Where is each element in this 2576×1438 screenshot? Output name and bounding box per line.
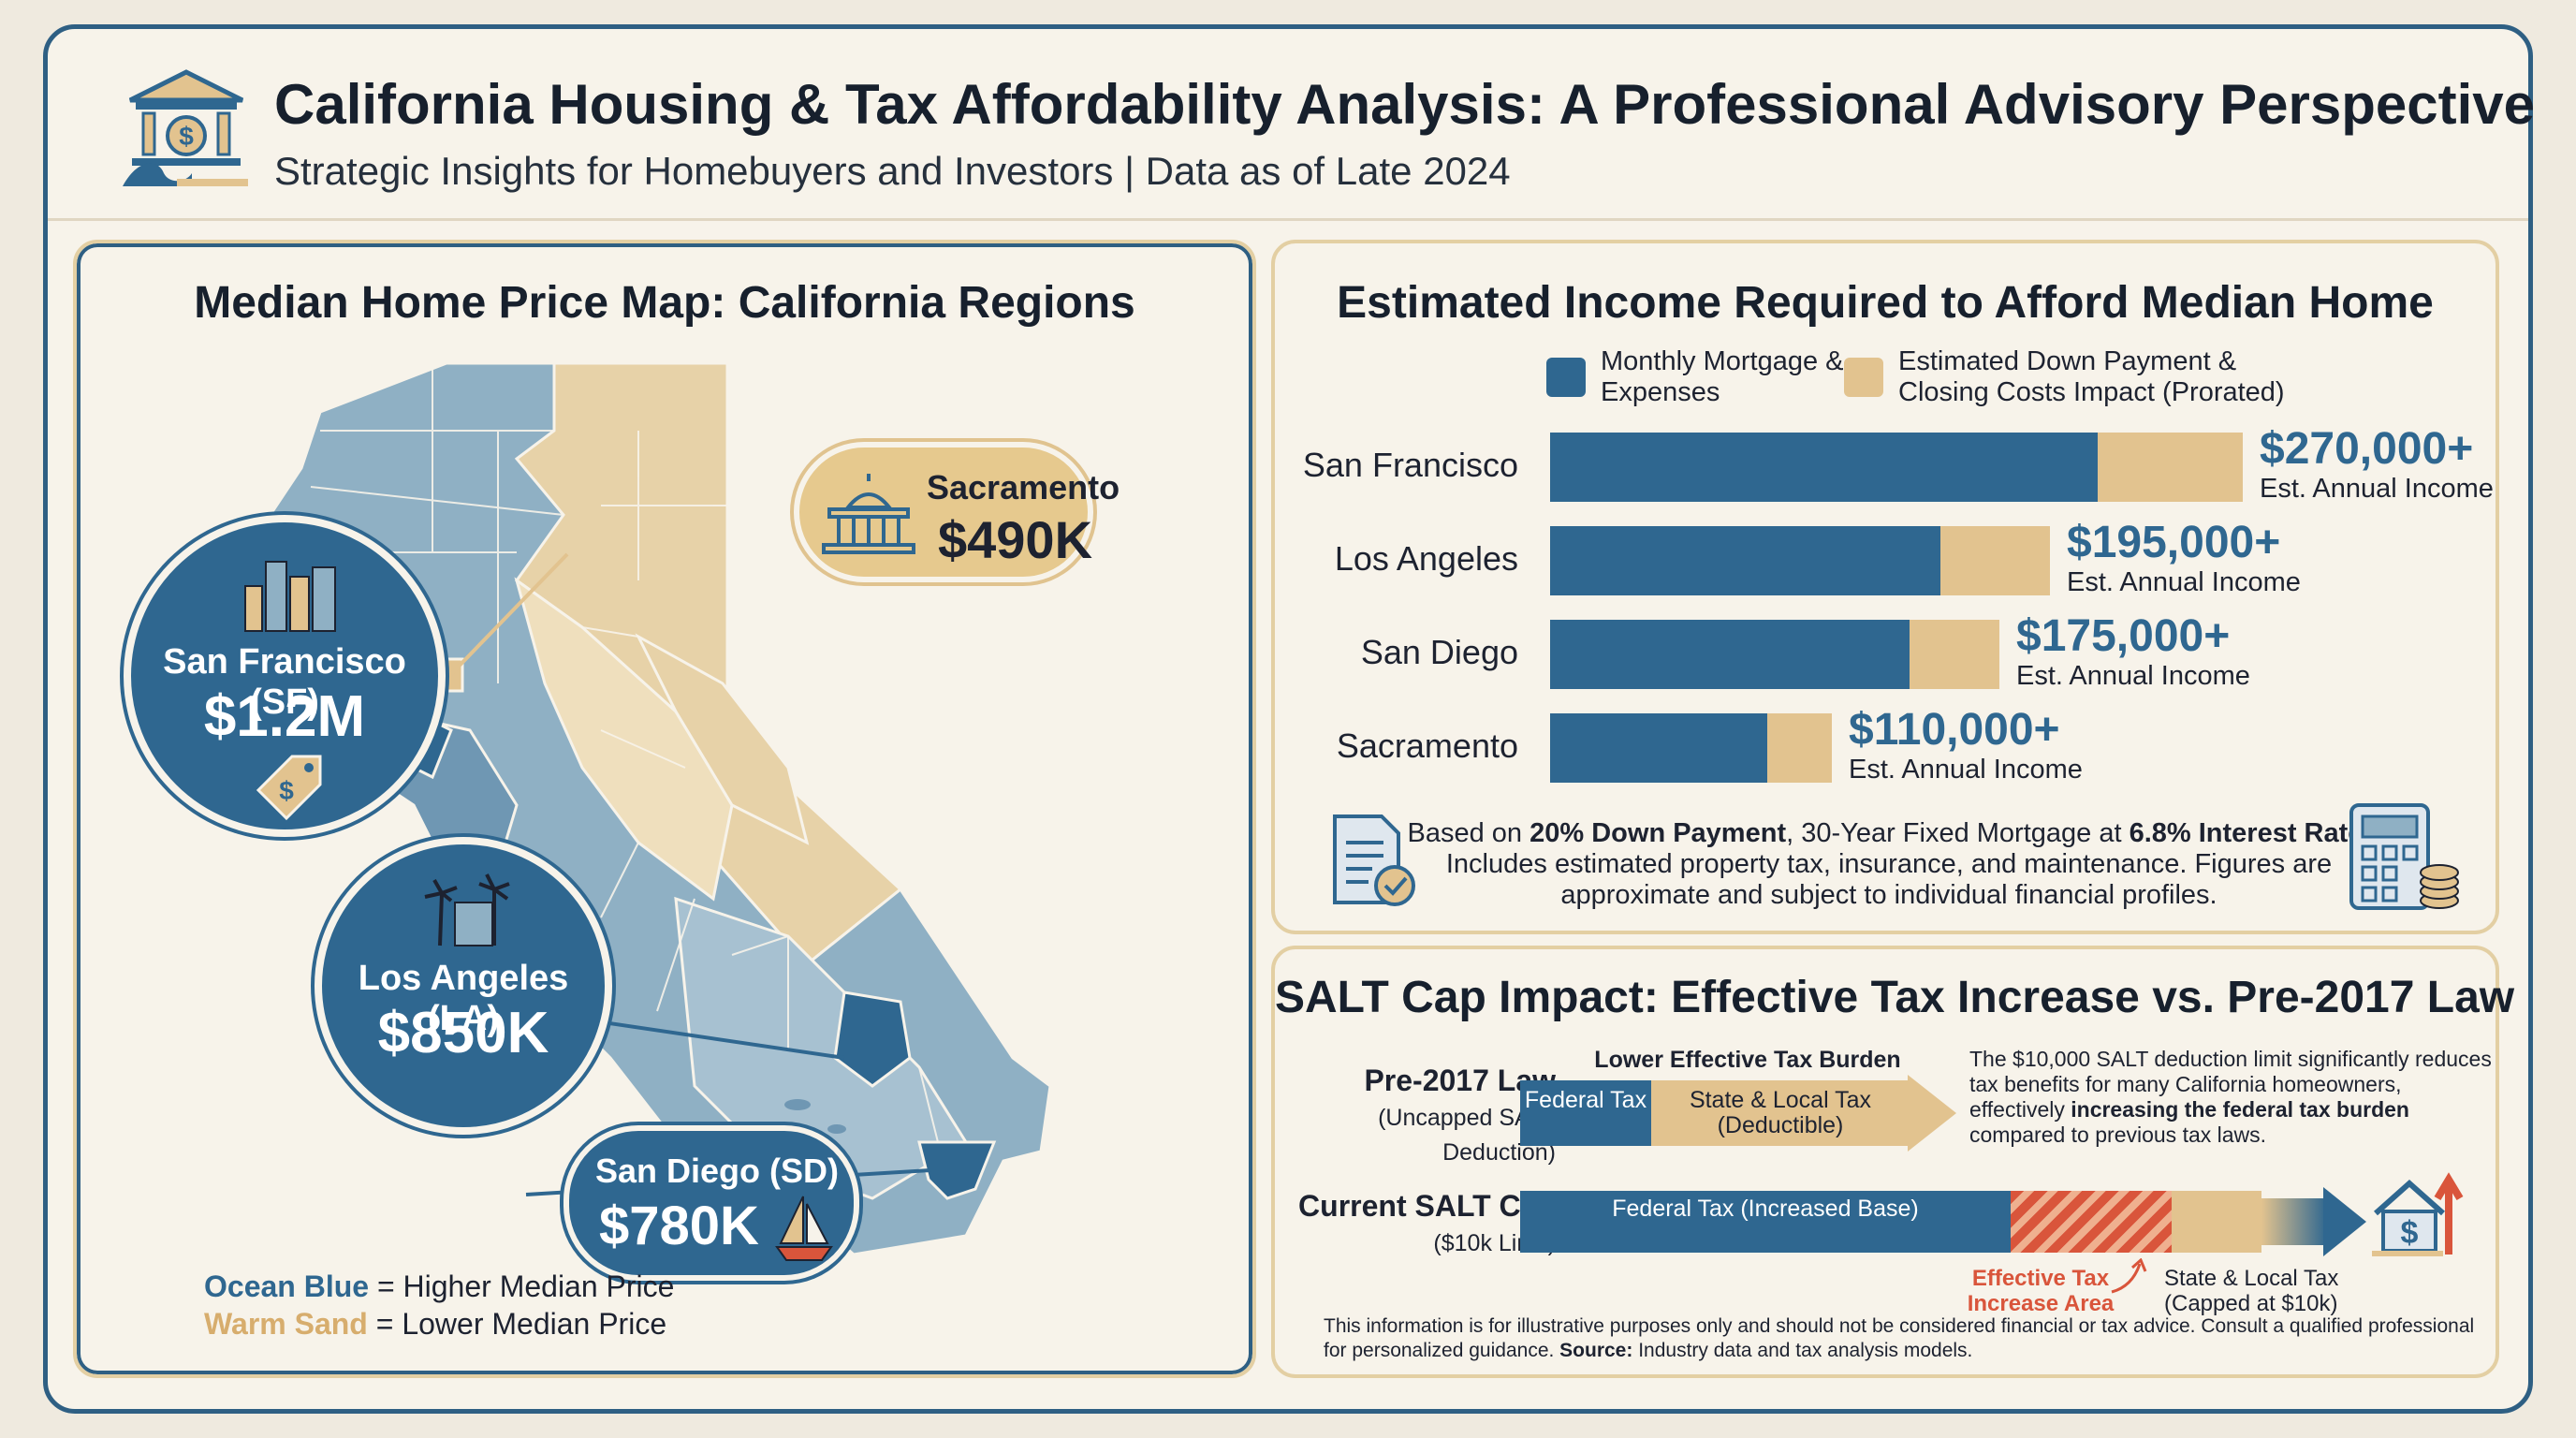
capped-state-local-bar	[2172, 1191, 2261, 1253]
san-francisco-price: $1.2M	[203, 684, 366, 749]
down-payment-segment	[1767, 713, 1832, 783]
salt-description-a: The $10,000 SALT deduction limit signifi…	[1969, 1047, 2492, 1122]
sacramento-callout: Sacramento $490K	[794, 442, 1120, 582]
price-tag-icon: $	[256, 755, 322, 821]
income-bar	[1550, 433, 2243, 502]
income-amount: $110,000+	[1849, 705, 2060, 755]
arrow-fade	[2261, 1198, 2327, 1245]
income-amount: $270,000+	[2260, 424, 2474, 474]
sailboat-icon	[775, 1196, 833, 1261]
assumptions-note: Based on 20% Down Payment, 30-Year Fixed…	[1383, 818, 2394, 911]
income-bar	[1550, 620, 1999, 689]
mortgage-segment	[1550, 620, 1910, 689]
disclaimer-source: Industry data and tax analysis models.	[1632, 1340, 1973, 1361]
bank-with-dollar-and-wave-icon: $	[123, 69, 248, 186]
san-diego-callout: San Diego (SD) $780K	[564, 1125, 859, 1281]
legend-blue: Ocean Blue = Higher Median Price	[204, 1269, 674, 1304]
svg-text:$: $	[279, 776, 294, 805]
income-row-label: San Diego	[1360, 633, 1518, 671]
legend-mortgage-swatch	[1546, 358, 1586, 397]
lower-burden-label: Lower Effective Tax Burden	[1594, 1047, 1901, 1073]
income-amount: $195,000+	[2067, 518, 2281, 567]
legend-mortgage-label: Monthly Mortgage & Expenses	[1601, 346, 1844, 407]
note-down-payment: 20% Down Payment	[1530, 818, 1787, 848]
page-subtitle: Strategic Insights for Homebuyers and In…	[274, 149, 1511, 193]
pre-federal-tax-bar: Federal Tax	[1520, 1080, 1651, 1146]
legend-blue-text: = Higher Median Price	[376, 1269, 675, 1303]
san-diego-name: San Diego (SD)	[595, 1152, 840, 1190]
house-tax-increase-icon: $	[2372, 1172, 2464, 1256]
effective-increase-hatch	[2011, 1191, 2172, 1253]
legend-down-swatch	[1844, 358, 1883, 397]
current-arrow-head-icon	[2323, 1187, 2366, 1256]
disclaimer-source-label: Source:	[1559, 1340, 1633, 1361]
income-row-label: Los Angeles	[1334, 539, 1518, 578]
capped-state-local-label: State & Local Tax (Capped at $10k)	[2164, 1266, 2339, 1316]
income-amount-caption: Est. Annual Income	[2067, 567, 2301, 597]
svg-text:$: $	[2401, 1215, 2419, 1251]
income-amount: $175,000+	[2016, 611, 2231, 661]
legend-down-label: Estimated Down Payment & Closing Costs I…	[1898, 346, 2285, 407]
los-angeles-name: Los Angeles (LA)	[358, 959, 569, 1038]
pre-2017-label: Pre-2017 Law (Uncapped SALT Deduction)	[1294, 1064, 1556, 1167]
document-checkmark-icon	[1333, 814, 1415, 906]
income-bar	[1550, 713, 1832, 783]
income-bar	[1550, 526, 2050, 595]
effective-increase-label: Effective Tax Increase Area	[1967, 1266, 2115, 1316]
disclaimer: This information is for illustrative pur…	[1324, 1314, 2484, 1363]
mortgage-segment	[1550, 713, 1767, 783]
note-part-c: , 30-Year Fixed Mortgage at	[1786, 818, 2130, 848]
legend-sand-word: Warm Sand	[204, 1307, 368, 1341]
capitol-building-icon	[822, 474, 915, 554]
current-federal-tax-bar: Federal Tax (Increased Base)	[1520, 1191, 2011, 1253]
down-payment-segment	[2098, 433, 2243, 502]
curved-arrow-icon	[2111, 1258, 2147, 1294]
income-title: Estimated Income Required to Afford Medi…	[1337, 278, 2434, 328]
pre-arrow-head-icon	[1908, 1075, 1956, 1152]
calculator-coins-icon	[2349, 803, 2459, 910]
note-part-a: Based on	[1407, 818, 1530, 848]
los-angeles-price: $850K	[377, 1001, 549, 1065]
header: $ California Housing & Tax Affordability…	[48, 29, 2535, 221]
salt-description: The $10,000 SALT deduction limit signifi…	[1969, 1047, 2494, 1148]
pre-state-local-bar: State & Local Tax (Deductible)	[1651, 1080, 1910, 1146]
income-panel: Estimated Income Required to Afford Medi…	[1271, 240, 2499, 934]
disclaimer-text: This information is for illustrative pur…	[1324, 1315, 2475, 1361]
income-amount-caption: Est. Annual Income	[2016, 661, 2250, 691]
salt-panel: SALT Cap Impact: Effective Tax Increase …	[1271, 946, 2515, 1378]
city-skyline-icon	[244, 561, 336, 632]
income-row-label: San Francisco	[1302, 446, 1518, 484]
down-payment-segment	[1910, 620, 1999, 689]
san-francisco-callout: San Francisco (SF) $1.2M $	[124, 515, 446, 837]
los-angeles-callout: Los Angeles (LA) $850K	[315, 837, 612, 1135]
note-interest-rate: 6.8% Interest Rate	[2129, 818, 2364, 848]
current-salt-label: Current SALT Cap ($10k Limit)	[1294, 1189, 1556, 1258]
salt-description-c: compared to previous tax laws.	[1969, 1123, 2267, 1147]
salt-title: SALT Cap Impact: Effective Tax Increase …	[1275, 973, 2515, 1022]
mortgage-segment	[1550, 433, 2098, 502]
income-amount-caption: Est. Annual Income	[2260, 474, 2494, 504]
income-amount-caption: Est. Annual Income	[1849, 755, 2083, 785]
palm-trees-icon	[424, 873, 510, 946]
map-panel: Median Home Price Map: California Region…	[73, 240, 1256, 1378]
salt-description-bold: increasing the federal tax burden	[2071, 1097, 2409, 1122]
note-part-e: . Includes estimated property tax, insur…	[1445, 818, 2371, 910]
legend-blue-word: Ocean Blue	[204, 1269, 370, 1303]
legend-sand-text: = Lower Median Price	[375, 1307, 667, 1341]
san-diego-price: $780K	[599, 1196, 759, 1256]
page-title: California Housing & Tax Affordability A…	[274, 73, 2536, 136]
income-row-label: Sacramento	[1336, 726, 1518, 765]
current-salt-label-text: Current SALT Cap	[1298, 1189, 1556, 1223]
svg-text:$: $	[179, 122, 194, 151]
map-title: Median Home Price Map: California Region…	[194, 278, 1135, 328]
down-payment-segment	[1940, 526, 2050, 595]
mortgage-segment	[1550, 526, 1940, 595]
sacramento-name: Sacramento	[927, 468, 1120, 506]
san-francisco-name: San Francisco (SF)	[163, 642, 406, 722]
legend-sand: Warm Sand = Lower Median Price	[204, 1307, 666, 1342]
sacramento-price: $490K	[938, 510, 1093, 569]
